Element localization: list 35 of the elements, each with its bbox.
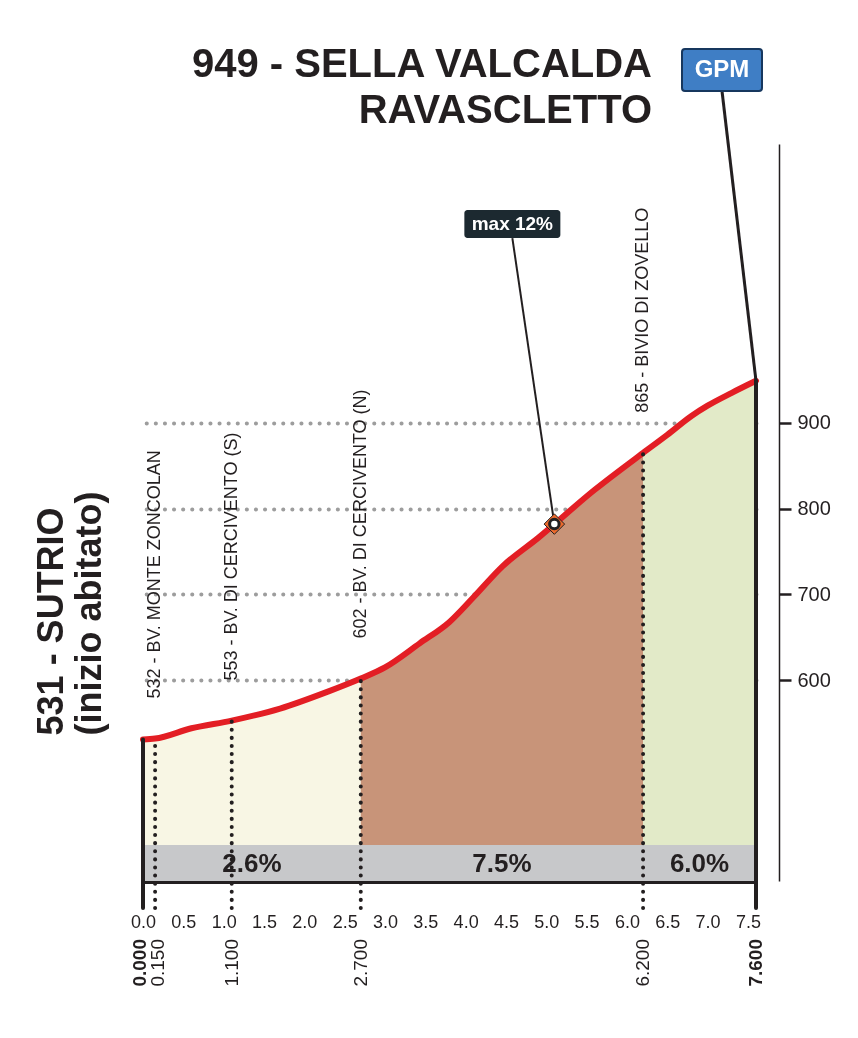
series-label: 2.6% — [222, 848, 282, 878]
y-tick-label: 600 — [797, 668, 831, 691]
y-tick-label: 800 — [797, 497, 831, 520]
annotation: 532 - BV. MONTE ZONCOLAN — [144, 450, 165, 699]
annotation: 865 - BIVIO DI ZOVELLO — [632, 207, 653, 413]
x-tick-label: 1.5 — [251, 911, 277, 932]
x-tick-label: 3.0 — [372, 911, 398, 932]
annotation: 531 - SUTRIO (inizio abitato) — [30, 491, 109, 736]
ref-line-label: 2.700 — [349, 939, 371, 987]
annotation: GPM — [694, 55, 750, 82]
x-tick-label: 6.5 — [655, 911, 681, 932]
series-label: 7.5% — [472, 848, 532, 878]
series-label: 6.0% — [669, 848, 730, 878]
x-tick-label: 7.5 — [735, 911, 761, 932]
x-tick-label: 6.0 — [614, 911, 640, 932]
x-tick-label: 4.0 — [453, 911, 479, 932]
ref-line-label: 1.100 — [220, 939, 242, 987]
chart-title: 949 - SELLA VALCALDA RAVASCLETTO — [191, 41, 652, 131]
x-tick-label: 2.0 — [292, 911, 318, 932]
x-tick-label: 7.0 — [695, 911, 721, 932]
ref-line-label: 6.200 — [632, 939, 654, 987]
annotation: 553 - BV. DI CERCIVENTO (S) — [220, 432, 241, 681]
y-tick-label: 700 — [797, 582, 831, 605]
x-tick-label: 5.5 — [574, 911, 600, 932]
x-tick-label: 0.5 — [171, 911, 197, 932]
x-tick-label: 3.5 — [413, 911, 439, 932]
y-tick-label: 900 — [797, 411, 831, 434]
x-tick-label: 4.5 — [493, 911, 519, 932]
x-tick-label: 2.5 — [332, 911, 358, 932]
annotation: 602 - BV. DI CERCIVENTO (N) — [349, 389, 370, 639]
x-tick-label: 1.0 — [211, 911, 237, 932]
x-tick-label: 0.0 — [130, 911, 157, 932]
x-tick-label: 5.0 — [534, 911, 560, 932]
annotation: max 12% — [471, 213, 554, 235]
ref-line-label: 7.600 — [745, 939, 766, 987]
